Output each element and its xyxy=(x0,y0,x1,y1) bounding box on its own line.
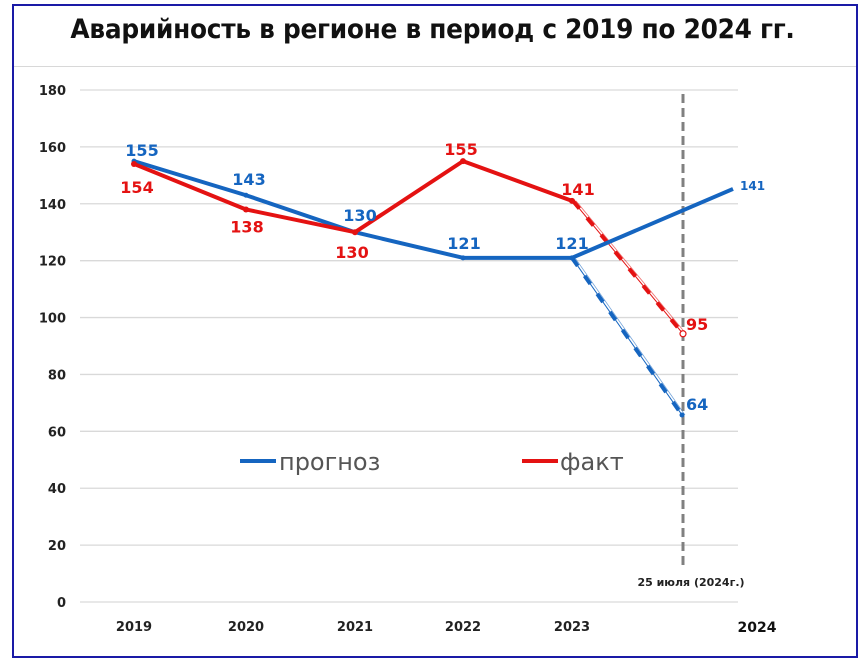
y-tick-20: 20 xyxy=(48,539,66,554)
x-tick-2023: 2023 xyxy=(554,620,590,635)
gridlines xyxy=(80,89,738,603)
forecast-label-2020: 143 xyxy=(232,170,265,189)
x-tick-2021: 2021 xyxy=(337,620,373,635)
fact-label-2020: 138 xyxy=(230,217,263,236)
y-tick-0: 0 xyxy=(57,596,66,611)
y-tick-80: 80 xyxy=(48,368,66,383)
forecast-line xyxy=(133,159,734,260)
fact-label-25-july: 95 xyxy=(686,315,708,334)
series-lines xyxy=(131,158,734,418)
fact-point-2023 xyxy=(569,197,575,204)
date-marker-label: 25 июля (2024г.) xyxy=(637,576,744,589)
legend-label-fact: факт xyxy=(560,448,624,476)
fact-point-2022 xyxy=(460,158,466,165)
fact-point-2021 xyxy=(352,229,358,236)
forecast-label-2023: 121 xyxy=(555,234,588,253)
forecast-label-2021: 130 xyxy=(343,206,376,225)
fact-point-25-july xyxy=(679,330,687,338)
fact-point-2020 xyxy=(243,206,249,213)
chart-frame xyxy=(12,4,858,658)
y-tick-60: 60 xyxy=(48,425,66,440)
y-tick-140: 140 xyxy=(39,198,66,213)
legend: прогноз факт xyxy=(240,448,624,476)
fact-dashed-segment-outline-2 xyxy=(575,200,687,335)
y-tick-180: 180 xyxy=(39,84,66,99)
x-tick-2019: 2019 xyxy=(116,620,152,635)
forecast-label-2024: 141 xyxy=(740,179,765,193)
y-tick-40: 40 xyxy=(48,482,66,497)
fact-point-2019 xyxy=(131,160,137,167)
legend-label-forecast: прогноз xyxy=(279,448,380,476)
forecast-dashed-segment-outline-2 xyxy=(574,257,686,416)
y-axis-ticks: 0 20 40 60 80 100 120 140 160 180 xyxy=(39,84,66,611)
title-divider xyxy=(14,66,856,67)
forecast-point-2022 xyxy=(460,255,466,261)
forecast-label-2022: 121 xyxy=(447,234,480,253)
x-tick-2022: 2022 xyxy=(445,620,481,635)
fact-dashed-segment xyxy=(571,199,685,336)
fact-label-2021: 130 xyxy=(335,243,368,262)
y-tick-120: 120 xyxy=(39,255,66,270)
y-tick-160: 160 xyxy=(39,141,66,156)
forecast-dashed-segment xyxy=(570,256,684,417)
data-labels: 155 143 130 121 121 154 138 130 155 141 95 64 141 xyxy=(120,140,765,414)
chart-title: Аварийность в регионе в период с 2019 по… xyxy=(70,14,795,45)
x-tick-2020: 2020 xyxy=(228,620,264,635)
x-axis-ticks: 2019 2020 2021 2022 2023 xyxy=(116,620,590,635)
forecast-point-25-july xyxy=(679,412,685,418)
fact-label-2023: 141 xyxy=(561,180,594,199)
forecast-point-2023 xyxy=(569,255,575,261)
forecast-point-2020 xyxy=(243,192,249,198)
x-tick-2024: 2024 xyxy=(738,620,777,636)
forecast-label-2019: 155 xyxy=(125,141,158,160)
forecast-label-25-july: 64 xyxy=(686,395,708,414)
fact-label-2019: 154 xyxy=(120,178,153,197)
y-tick-100: 100 xyxy=(39,312,66,327)
fact-label-2022: 155 xyxy=(444,140,477,159)
